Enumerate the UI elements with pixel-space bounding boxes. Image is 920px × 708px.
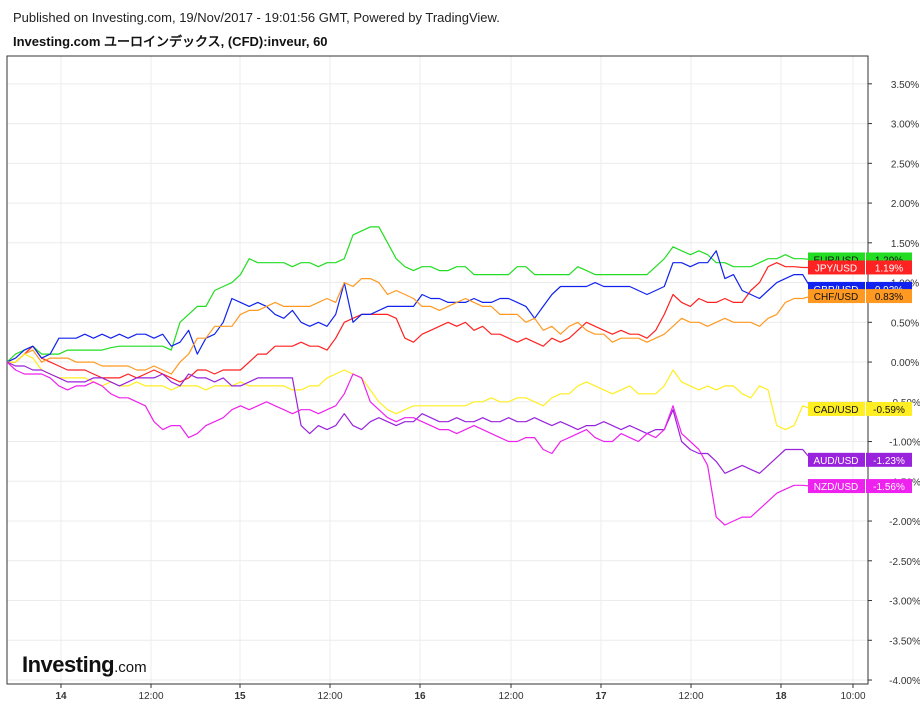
- series-value-tag-aud-usd: [866, 452, 912, 467]
- x-tick-label: 15: [234, 691, 246, 702]
- series-line-aud-usd: [6, 361, 812, 474]
- y-tick-label: 1.50%: [891, 239, 919, 250]
- y-tick-label: 0.50%: [891, 318, 919, 329]
- y-tick-label: 3.00%: [891, 120, 919, 131]
- chart-header: Published on Investing.com, 19/Nov/2017 …: [0, 0, 920, 56]
- x-tick-label: 16: [414, 691, 426, 702]
- x-tick-label: 12:00: [498, 691, 523, 702]
- series-name-label: AUD/USD: [813, 456, 858, 467]
- x-axis-ticks: 14 12:00 15 12:00 16 12:00 17 12:00 18 10:00: [55, 684, 866, 702]
- series-name-tag-nzd-usd: [808, 479, 865, 494]
- series-value-tag-jpy-usd: [866, 260, 912, 275]
- investing-logo: Investing.com: [22, 652, 147, 678]
- series-name-label: NZD/USD: [814, 482, 858, 493]
- series-name-tag-chf-usd: [808, 289, 865, 304]
- grid-lines: [7, 56, 868, 684]
- y-tick-label: 2.00%: [891, 199, 919, 210]
- x-tick-label: 10:00: [840, 691, 865, 702]
- chart-title: Investing.com ユーロインデックス, (CFD):inveur, 6…: [13, 34, 328, 49]
- y-tick-label: -1.00%: [889, 438, 920, 449]
- x-tick-label: 12:00: [317, 691, 342, 702]
- y-tick-label: -3.00%: [889, 597, 920, 608]
- series-line-cad-usd: [7, 353, 812, 431]
- series-labels: EUR/USD1.29%JPY/USD1.19%GBP/USD0.92%CHF/…: [808, 252, 912, 494]
- y-tick-label: 0.00%: [891, 358, 919, 369]
- y-axis-ticks: 3.50%3.00%2.50%2.00%1.50%1.00%0.50%0.00%…: [868, 80, 920, 687]
- series-value-label: 1.19%: [875, 263, 903, 274]
- x-tick-label: 12:00: [678, 691, 703, 702]
- series-name-tag-cad-usd: [808, 401, 865, 416]
- series-name-tag-jpy-usd: [808, 260, 865, 275]
- series-name-tag-aud-usd: [808, 452, 865, 467]
- logo-text: Investing: [22, 652, 115, 677]
- x-tick-label: 17: [595, 691, 607, 702]
- series-value-label: -1.56%: [873, 482, 905, 493]
- series-line-nzd-usd: [6, 361, 812, 526]
- series-value-label: -0.59%: [873, 405, 905, 416]
- published-info: Published on Investing.com, 19/Nov/2017 …: [13, 10, 500, 25]
- series-value-tag-chf-usd: [866, 289, 912, 304]
- y-tick-label: -3.50%: [889, 636, 920, 647]
- y-tick-label: 3.50%: [891, 80, 919, 91]
- y-tick-label: 2.50%: [891, 159, 919, 170]
- x-tick-label: 12:00: [138, 691, 163, 702]
- series-value-tag-nzd-usd: [866, 479, 912, 494]
- y-tick-label: -2.00%: [889, 517, 920, 528]
- y-tick-label: -2.50%: [889, 557, 920, 568]
- series-line-eur-usd: [6, 226, 812, 363]
- series-lines: [6, 226, 812, 526]
- x-tick-label: 18: [775, 691, 787, 702]
- series-line-chf-usd: [7, 278, 812, 375]
- series-value-label: -1.23%: [873, 456, 905, 467]
- series-name-label: JPY/USD: [815, 263, 857, 274]
- series-value-label: 0.83%: [875, 292, 903, 303]
- series-name-label: CHF/USD: [814, 292, 858, 303]
- x-tick-label: 14: [55, 691, 67, 702]
- series-value-tag-cad-usd: [866, 401, 912, 416]
- series-name-label: CAD/USD: [813, 405, 858, 416]
- series-line-jpy-usd: [7, 262, 812, 383]
- y-tick-label: -4.00%: [889, 676, 920, 687]
- logo-suffix: .com: [114, 659, 147, 676]
- series-line-gbp-usd: [6, 250, 812, 363]
